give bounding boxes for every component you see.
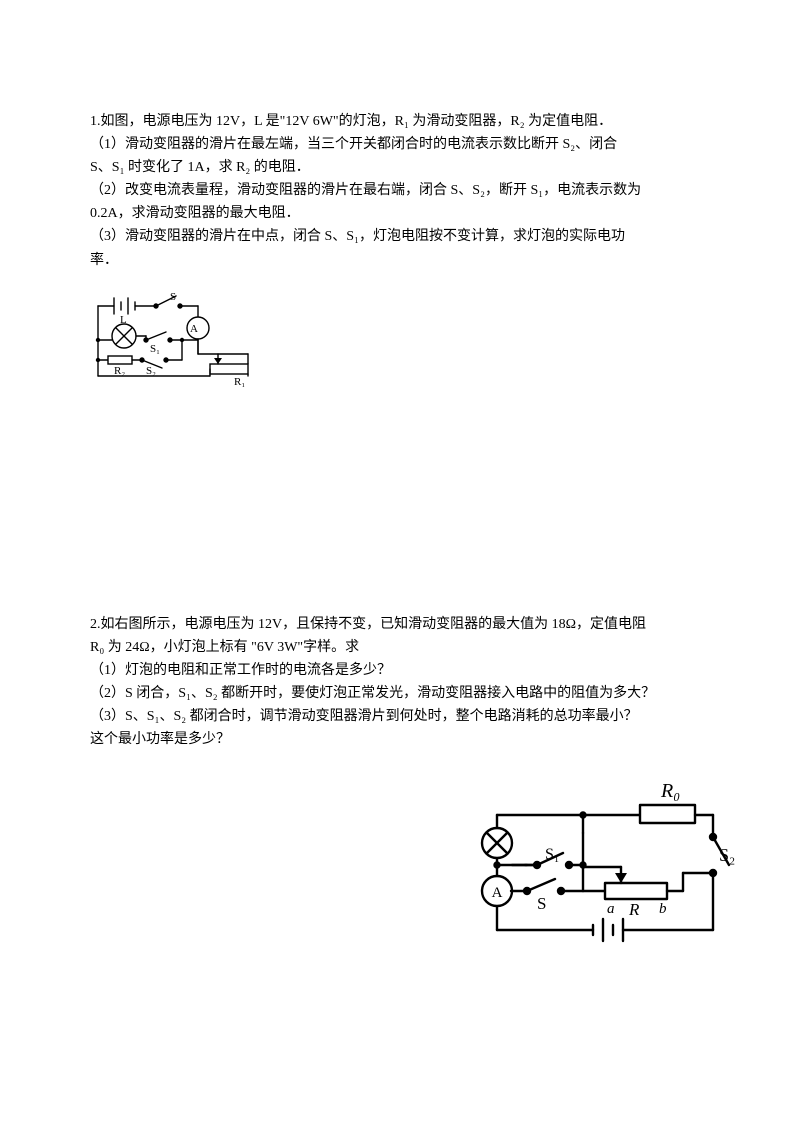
label-S2: S₂ bbox=[146, 365, 156, 377]
problem-2-q3: （3）S、S₁、S₂ 都闭合时，调节滑动变阻器滑片到何处时，整个电路消耗的总功率… bbox=[90, 705, 710, 728]
label-R: R bbox=[628, 900, 640, 919]
problem-2-stem1: 2.如右图所示，电源电压为 12V，且保持不变，已知滑动变阻器的最大值为 18Ω… bbox=[90, 613, 710, 636]
label-R0: R₀ bbox=[660, 780, 680, 802]
label-b: b bbox=[659, 901, 667, 917]
label-L: L bbox=[120, 314, 127, 326]
problem-1: 1.如图，电源电压为 12V，L 是"12V 6W"的灯泡，R₁ 为滑动变阻器，… bbox=[90, 110, 710, 388]
label-S2: S₂ bbox=[719, 845, 735, 865]
label-A: A bbox=[190, 323, 198, 335]
label-S1: S₁ bbox=[150, 343, 160, 355]
label-a: a bbox=[607, 901, 615, 917]
problem-1-q3a: （3）滑动变阻器的滑片在中点，闭合 S、S₁，灯泡电阻按不变计算，求灯泡的实际电… bbox=[90, 225, 710, 248]
problem-number: 1. bbox=[90, 114, 101, 129]
circuit-diagram-2: R₀ S₂ S₁ S A a R b bbox=[465, 775, 735, 960]
problem-2-q2: （2）S 闭合，S₁、S₂ 都断开时，要使灯泡正常发光，滑动变阻器接入电路中的阻… bbox=[90, 682, 710, 705]
label-S: S bbox=[170, 291, 176, 303]
problem-number: 2. bbox=[90, 617, 101, 632]
label-R2: R₂ bbox=[114, 365, 125, 377]
label-A: A bbox=[492, 885, 503, 901]
problem-2-q1: （1）灯泡的电阻和正常工作时的电流各是多少？ bbox=[90, 659, 710, 682]
problem-1-q2b: 0.2A，求滑动变阻器的最大电阻． bbox=[90, 202, 710, 225]
label-R1: R₁ bbox=[234, 376, 245, 388]
label-S1: S₁ bbox=[545, 846, 559, 863]
problem-2-q4: 这个最小功率是多少？ bbox=[90, 728, 710, 751]
label-S: S bbox=[537, 894, 546, 913]
problem-1-q1a: （1）滑动变阻器的滑片在最左端，当三个开关都闭合时的电流表示数比断开 S₂、闭合 bbox=[90, 133, 710, 156]
spacing bbox=[90, 388, 710, 613]
problem-2: 2.如右图所示，电源电压为 12V，且保持不变，已知滑动变阻器的最大值为 18Ω… bbox=[90, 613, 710, 752]
problem-1-q1b: S、S₁ 时变化了 1A，求 R₂ 的电阻． bbox=[90, 156, 710, 179]
page: 1.如图，电源电压为 12V，L 是"12V 6W"的灯泡，R₁ 为滑动变阻器，… bbox=[0, 0, 800, 1132]
circuit-diagram-1: S A L S₁ R₂ S₂ R₁ bbox=[90, 278, 710, 388]
problem-1-q2a: （2）改变电流表量程，滑动变阻器的滑片在最右端，闭合 S、S₂，断开 S₁，电流… bbox=[90, 179, 710, 202]
problem-1-stem: 1.如图，电源电压为 12V，L 是"12V 6W"的灯泡，R₁ 为滑动变阻器，… bbox=[90, 110, 710, 133]
problem-2-stem2: R₀ 为 24Ω，小灯泡上标有 "6V 3W"字样。求 bbox=[90, 636, 710, 659]
problem-1-q3b: 率． bbox=[90, 249, 710, 272]
